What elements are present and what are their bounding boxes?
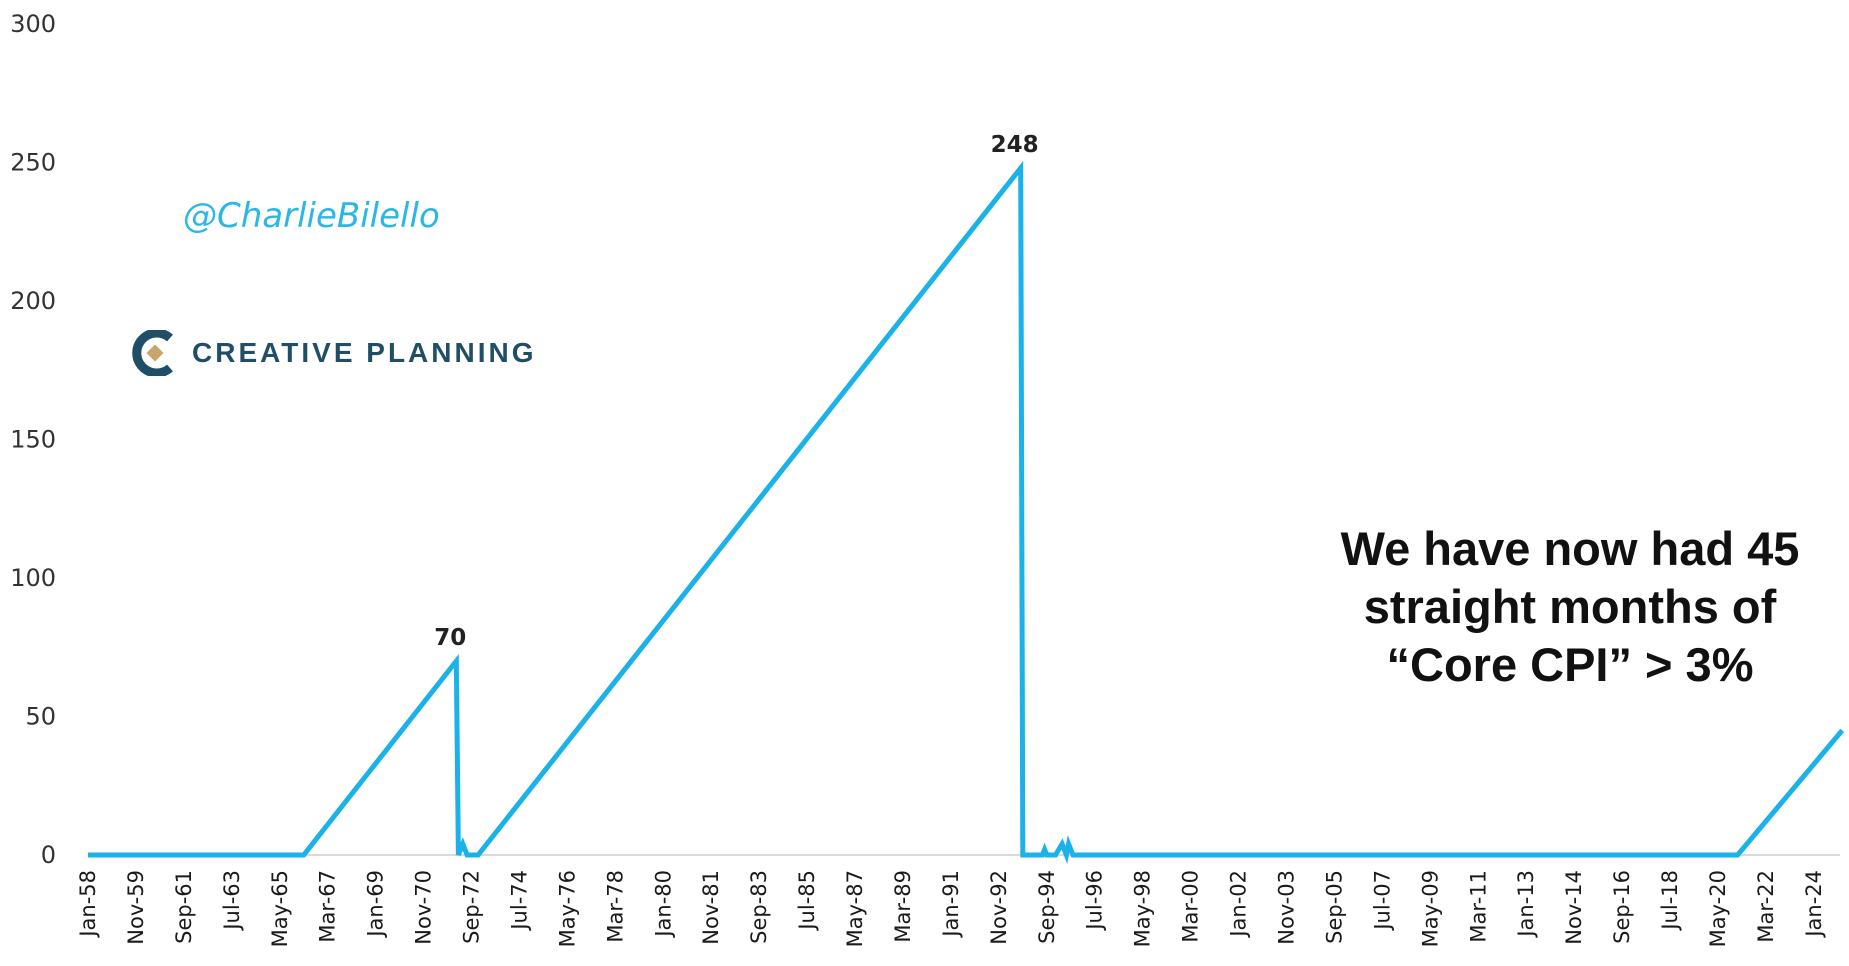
peak-data-label: 70: [434, 625, 466, 651]
creative-planning-logo: CREATIVE PLANNING: [132, 330, 537, 376]
x-tick-label: May-09: [1418, 870, 1442, 947]
x-tick-label: May-65: [268, 870, 292, 947]
x-axis-ticks: Jan-58 Nov-59 Sep-61 Jul-63 May-65 Mar-67 Jan-…: [76, 870, 1826, 947]
x-tick-label: Nov-59: [124, 870, 148, 945]
peak-labels: 70 248: [434, 132, 1038, 651]
x-tick-label: Sep-94: [1035, 870, 1059, 944]
x-tick-label: Mar-78: [603, 870, 627, 943]
x-tick-label: Nov-92: [987, 870, 1011, 945]
x-tick-label: Jul-96: [1083, 870, 1107, 932]
logo-text: CREATIVE PLANNING: [192, 337, 537, 368]
x-tick-label: May-87: [843, 870, 867, 947]
x-tick-label: Sep-72: [460, 870, 484, 944]
y-tick-label: 50: [25, 703, 56, 731]
x-tick-label: Sep-05: [1322, 870, 1346, 944]
x-tick-label: Nov-81: [699, 870, 723, 945]
y-tick-label: 100: [10, 564, 56, 592]
y-tick-label: 200: [10, 287, 56, 315]
y-axis-ticks: 0 50 100 150 200 250 300: [10, 10, 56, 869]
y-tick-label: 250: [10, 149, 56, 177]
annotation-line: straight months of: [1363, 580, 1777, 633]
logo-mark-icon: [132, 330, 173, 376]
x-tick-label: Jan-24: [1802, 870, 1826, 939]
x-tick-label: Jan-80: [651, 870, 675, 939]
x-tick-label: Nov-03: [1275, 870, 1299, 945]
x-tick-label: Mar-22: [1754, 870, 1778, 943]
x-tick-label: Jan-02: [1227, 870, 1251, 939]
x-tick-label: Sep-61: [172, 870, 196, 944]
x-tick-label: Jan-69: [364, 870, 388, 939]
x-tick-label: Jul-85: [795, 870, 819, 932]
x-tick-label: Nov-70: [412, 870, 436, 945]
x-tick-label: Jul-74: [507, 870, 531, 932]
y-tick-label: 0: [41, 841, 56, 869]
annotation-text: We have now had 45 straight months of “C…: [1290, 520, 1849, 694]
x-tick-label: Sep-16: [1610, 870, 1634, 944]
x-tick-label: Jan-58: [76, 870, 100, 939]
annotation-line: “Core CPI” > 3%: [1386, 638, 1754, 691]
x-tick-label: Jul-63: [220, 870, 244, 932]
author-handle: @CharlieBilello: [183, 196, 440, 236]
x-tick-label: Mar-67: [316, 870, 340, 943]
series-line: [88, 160, 1845, 864]
x-tick-label: Mar-89: [891, 870, 915, 943]
x-tick-label: Mar-11: [1466, 870, 1490, 943]
x-tick-label: May-20: [1706, 870, 1730, 947]
x-tick-label: Mar-00: [1179, 870, 1203, 943]
x-tick-label: May-76: [555, 870, 579, 947]
y-tick-label: 300: [10, 10, 56, 38]
peak-data-label: 248: [991, 132, 1039, 158]
x-tick-label: Jan-13: [1514, 870, 1538, 939]
annotation-line: We have now had 45: [1340, 522, 1800, 575]
x-tick-label: Sep-83: [747, 870, 771, 944]
y-tick-label: 150: [10, 426, 56, 454]
x-tick-label: Nov-14: [1562, 870, 1586, 945]
x-tick-label: Jul-07: [1370, 870, 1394, 932]
x-tick-label: Jul-18: [1658, 870, 1682, 932]
x-tick-label: May-98: [1131, 870, 1155, 947]
x-tick-label: Jan-91: [939, 870, 963, 939]
